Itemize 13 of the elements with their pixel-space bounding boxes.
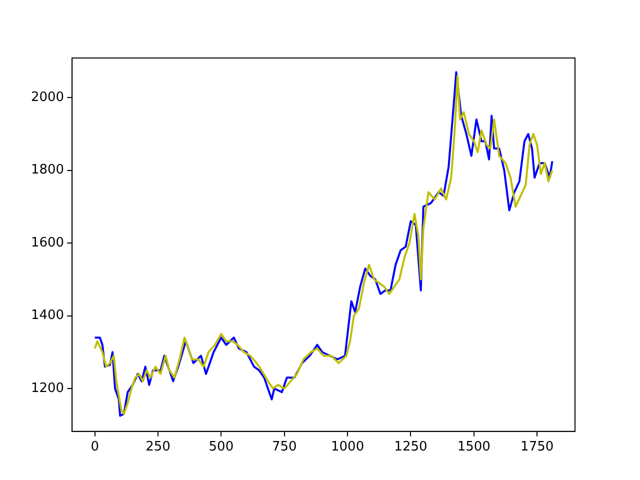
y-tick-label: 1200 xyxy=(30,380,64,396)
y-tick-label: 1400 xyxy=(30,308,64,324)
y-tick-label: 1600 xyxy=(30,235,64,250)
x-tick-label: 1250 xyxy=(394,440,428,455)
x-tick-label: 1000 xyxy=(331,440,364,455)
x-tick-label: 500 xyxy=(208,440,234,455)
x-tick-label: 250 xyxy=(146,440,170,455)
x-tick-label: 750 xyxy=(272,440,297,455)
x-tick-label: 1750 xyxy=(520,440,554,455)
x-tick-label: 1500 xyxy=(457,440,490,455)
y-tick-label: 1800 xyxy=(30,162,64,178)
x-tick-label: 0 xyxy=(90,440,99,455)
y-tick-label: 2000 xyxy=(30,90,64,106)
